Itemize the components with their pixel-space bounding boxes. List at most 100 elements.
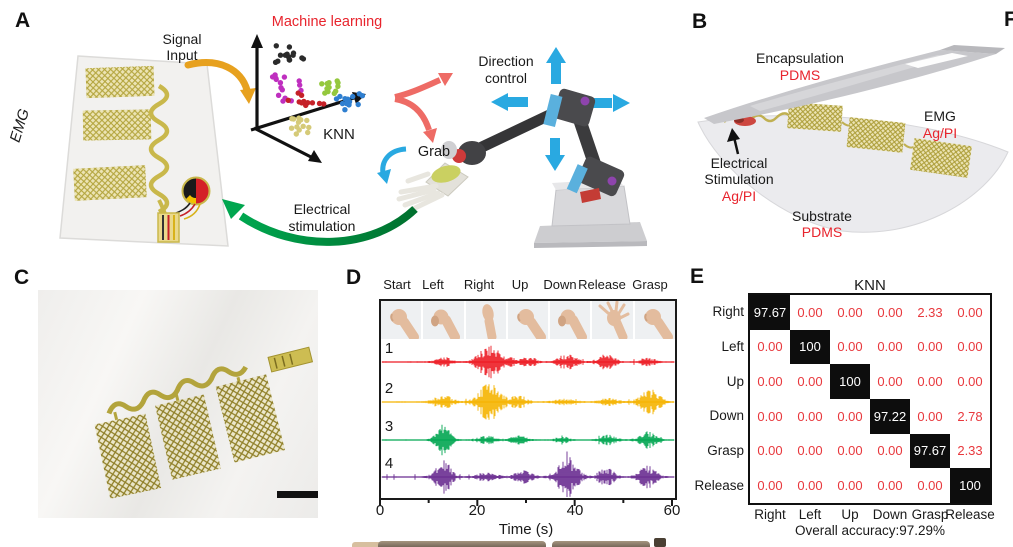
emg-electrode-layer xyxy=(723,102,972,178)
scatter-point xyxy=(285,97,291,104)
confusion-cell-up-left: 0.00 xyxy=(797,374,823,390)
stimulation-pointer-arrow-icon xyxy=(727,128,740,155)
x-tick-label: 20 xyxy=(468,502,486,519)
classification-output-arrows-icon xyxy=(394,77,442,131)
partial-photo-fragment xyxy=(352,542,390,547)
emg-traces-plot xyxy=(379,299,677,506)
panel-e-label: E xyxy=(690,265,705,288)
grab-label: Grab xyxy=(417,144,451,160)
confusion-cell-left-grasp: 0.00 xyxy=(917,339,943,355)
gesture-photo xyxy=(507,301,549,339)
scatter-point xyxy=(286,57,293,63)
scatter-point xyxy=(331,90,337,97)
gesture-photo-strip xyxy=(381,301,675,339)
confusion-matrix-title: KNN xyxy=(854,277,886,294)
confusion-cell-grasp-right: 0.00 xyxy=(757,443,783,459)
confusion-cell-up-up: 100 xyxy=(830,364,870,399)
confusion-cell-up-right: 0.00 xyxy=(757,374,783,390)
matrix-row-label-release: Release xyxy=(694,478,744,493)
emg-layer-label: EMG xyxy=(924,108,956,124)
confusion-cell-right-left: 0.00 xyxy=(797,304,823,320)
confusion-cell-up-release: 0.00 xyxy=(957,374,983,390)
scatter-point xyxy=(281,74,288,80)
scatter-point xyxy=(343,100,349,107)
scatter-point xyxy=(294,124,300,130)
panel-b-label: B xyxy=(692,10,708,33)
channel-number-label: 3 xyxy=(384,418,394,435)
emg-trace-channel-4 xyxy=(381,451,675,497)
confusion-cell-right-down: 0.00 xyxy=(877,304,903,320)
confusion-cell-down-grasp: 0.00 xyxy=(917,408,943,424)
confusion-cell-down-up: 0.00 xyxy=(837,408,863,424)
scatter-point xyxy=(293,131,299,137)
stimulation-layer-label-line2: Stimulation xyxy=(704,171,774,187)
confusion-cell-grasp-up: 0.00 xyxy=(837,443,863,459)
confusion-cell-down-down: 97.22 xyxy=(870,399,910,434)
confusion-cell-up-down: 0.00 xyxy=(877,374,903,390)
confusion-cell-right-up: 0.00 xyxy=(837,304,863,320)
matrix-row-label-down: Down xyxy=(709,408,744,423)
x-tick-label: 0 xyxy=(375,502,385,519)
gesture-label-grasp: Grasp xyxy=(632,277,668,292)
scatter-point xyxy=(275,92,282,99)
open-palm-icon xyxy=(482,304,497,339)
fist-curl-icon xyxy=(558,309,588,339)
substrate-label: Substrate xyxy=(792,208,852,224)
scatter-point xyxy=(277,52,284,58)
confusion-cell-release-grasp: 0.00 xyxy=(917,478,943,494)
fist-icon xyxy=(390,309,420,339)
scatter-point xyxy=(286,44,293,50)
confusion-cell-down-left: 0.00 xyxy=(797,408,823,424)
scatter-point xyxy=(356,91,362,97)
scatter-point xyxy=(296,78,302,84)
gesture-label-left: Left xyxy=(422,277,444,292)
emg-trace-channel-1 xyxy=(381,345,675,379)
scatter-point xyxy=(296,115,302,121)
encapsulation-material-label: PDMS xyxy=(779,67,821,83)
confusion-cell-left-down: 0.00 xyxy=(877,339,903,355)
stimulation-layer-label-line1: Electrical xyxy=(710,155,768,171)
scatter-point xyxy=(304,117,310,124)
knn-scatter-axes xyxy=(250,45,355,159)
device-photo-content xyxy=(94,346,319,499)
scatter-point xyxy=(300,56,307,62)
substrate-material-label: PDMS xyxy=(801,224,843,240)
matrix-col-label-up: Up xyxy=(841,507,859,522)
scatter-point xyxy=(275,58,281,64)
scatter-point xyxy=(305,129,311,136)
confusion-cell-release-left: 0.00 xyxy=(797,478,823,494)
confusion-cell-release-right: 0.00 xyxy=(757,478,783,494)
scatter-point xyxy=(295,119,302,125)
matrix-col-label-down: Down xyxy=(872,507,908,522)
scatter-point xyxy=(355,101,361,108)
confusion-cell-left-left: 100 xyxy=(790,329,830,365)
direction-control-label: Direction control xyxy=(478,53,534,86)
panel-a-illustration xyxy=(59,34,647,248)
gesture-photo xyxy=(592,301,633,339)
partial-photo-fragment xyxy=(378,541,546,547)
gesture-photo xyxy=(423,301,464,339)
x-tick-label: 40 xyxy=(566,502,584,519)
gesture-label-release: Release xyxy=(578,277,626,292)
scatter-point xyxy=(306,124,312,131)
matrix-col-label-left: Left xyxy=(798,507,822,522)
electrical-stimulation-label: Electrical stimulation xyxy=(288,201,356,234)
channel-number-label: 4 xyxy=(384,455,394,472)
gesture-photo xyxy=(634,301,675,339)
confusion-cell-grasp-grasp: 97.67 xyxy=(910,433,950,469)
confusion-cell-grasp-release: 2.33 xyxy=(957,443,983,459)
panel-a-label: A xyxy=(15,9,31,32)
device-photo xyxy=(38,290,319,518)
x-tick-label: 60 xyxy=(663,502,681,519)
emg-layer-material-label: Ag/PI xyxy=(922,125,958,141)
emg-trace-channel-2 xyxy=(381,384,675,420)
signal-input-label: Signal Input xyxy=(162,31,202,64)
signal-input-arrow-icon xyxy=(184,59,256,104)
confusion-cell-right-grasp: 2.33 xyxy=(917,304,943,320)
scatter-point xyxy=(316,100,323,107)
partial-photo-fragment xyxy=(552,541,650,547)
encapsulation-label: Encapsulation xyxy=(756,50,844,66)
scale-bar xyxy=(277,491,319,498)
scatter-point xyxy=(290,116,297,122)
stimulation-feedback-arrow-icon xyxy=(222,199,418,246)
